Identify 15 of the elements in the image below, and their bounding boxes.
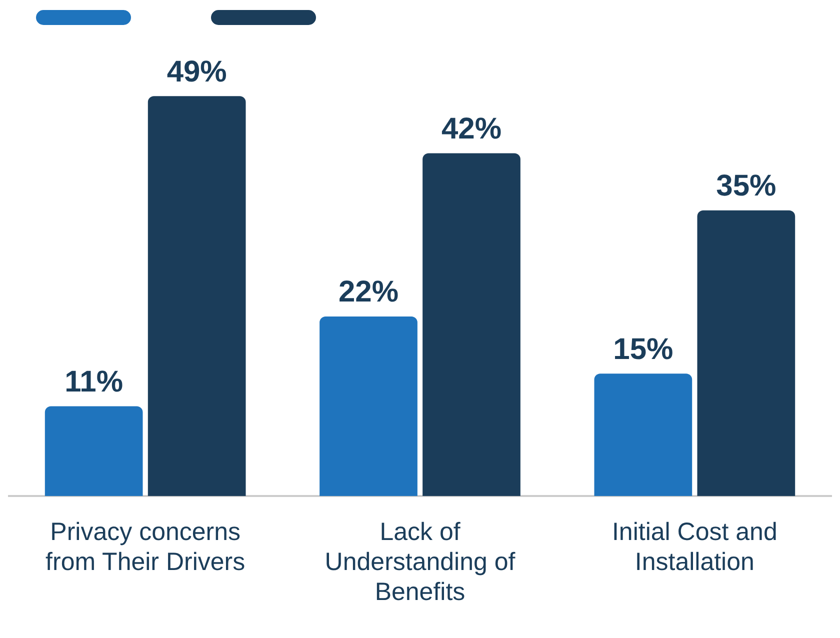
bar <box>422 153 520 496</box>
x-tick-label: Initial Cost and Installation <box>612 518 778 576</box>
x-tick-label: Lack of Understanding of Benefits <box>324 518 516 606</box>
data-label: 42% <box>441 112 502 146</box>
bar <box>148 96 246 496</box>
bar <box>697 210 796 496</box>
x-tick-label: Privacy concerns from Their Drivers <box>46 518 246 576</box>
bar <box>320 316 418 496</box>
bar <box>594 374 692 496</box>
data-label: 11% <box>64 366 124 399</box>
data-label: 49% <box>166 55 227 88</box>
data-label: 22% <box>338 276 399 309</box>
bar <box>44 406 143 496</box>
data-label: 15% <box>613 332 674 366</box>
data-label: 35% <box>716 170 776 203</box>
